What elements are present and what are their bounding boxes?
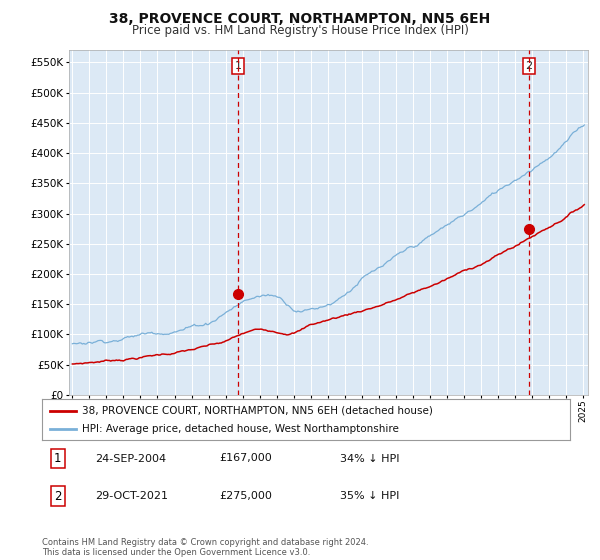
Text: 1: 1 — [54, 452, 62, 465]
Text: HPI: Average price, detached house, West Northamptonshire: HPI: Average price, detached house, West… — [82, 424, 398, 434]
Text: 29-OCT-2021: 29-OCT-2021 — [95, 491, 168, 501]
Text: Contains HM Land Registry data © Crown copyright and database right 2024.
This d: Contains HM Land Registry data © Crown c… — [42, 538, 368, 557]
Text: 35% ↓ HPI: 35% ↓ HPI — [340, 491, 400, 501]
Text: £275,000: £275,000 — [219, 491, 272, 501]
Text: 34% ↓ HPI: 34% ↓ HPI — [340, 454, 400, 464]
Text: 38, PROVENCE COURT, NORTHAMPTON, NN5 6EH (detached house): 38, PROVENCE COURT, NORTHAMPTON, NN5 6EH… — [82, 405, 433, 416]
Text: Price paid vs. HM Land Registry's House Price Index (HPI): Price paid vs. HM Land Registry's House … — [131, 24, 469, 37]
Text: 2: 2 — [526, 61, 533, 71]
Text: 24-SEP-2004: 24-SEP-2004 — [95, 454, 166, 464]
Text: 38, PROVENCE COURT, NORTHAMPTON, NN5 6EH: 38, PROVENCE COURT, NORTHAMPTON, NN5 6EH — [109, 12, 491, 26]
Text: £167,000: £167,000 — [219, 454, 272, 464]
Text: 2: 2 — [54, 490, 62, 503]
Text: 1: 1 — [235, 61, 241, 71]
